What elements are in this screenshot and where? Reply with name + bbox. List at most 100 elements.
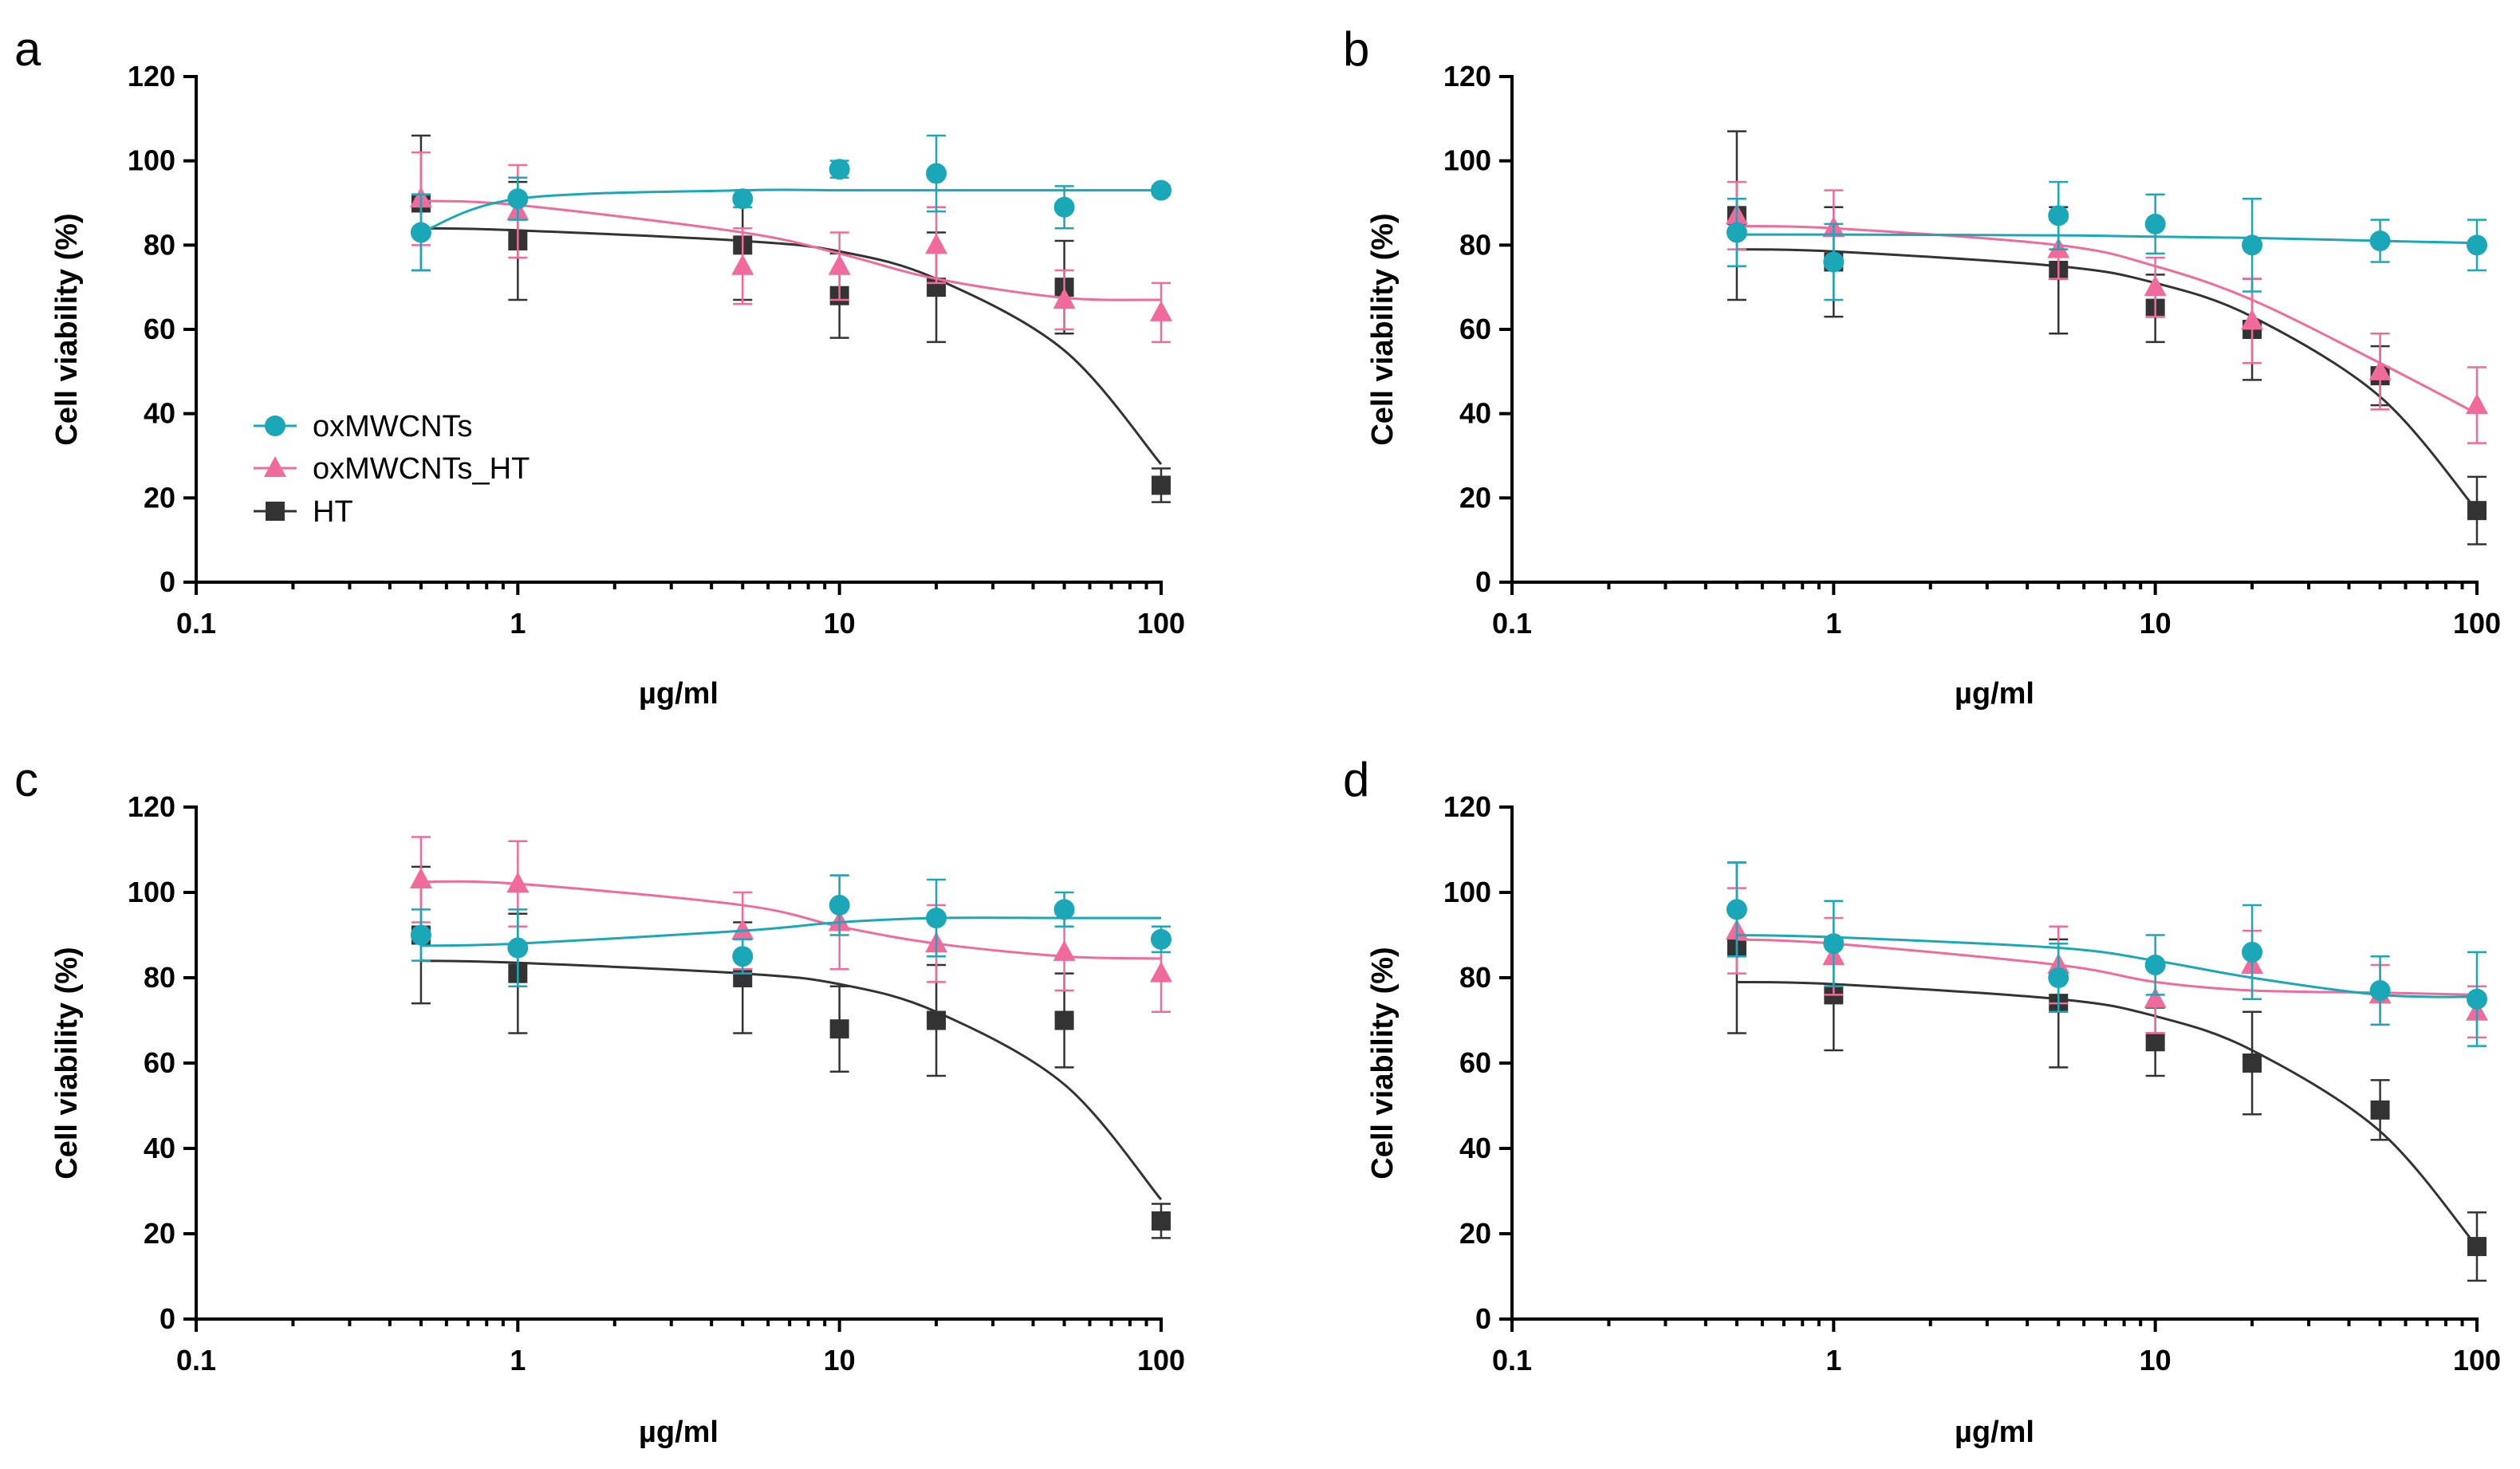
y-tick-label: 80 (144, 961, 175, 994)
data-point-ht (1152, 475, 1171, 495)
data-point-ox (926, 908, 947, 929)
data-point-ox (2467, 988, 2487, 1010)
y-tick-label: 120 (1443, 790, 1491, 823)
fit-curve-ox (1736, 233, 2478, 245)
y-tick-label: 40 (1459, 397, 1491, 430)
data-point-ox (2048, 205, 2069, 226)
data-point-ox (732, 946, 754, 967)
data-point-ox (1151, 179, 1171, 201)
data-point-ox (2242, 234, 2263, 256)
data-point-ht (2145, 1032, 2165, 1052)
data-point-ox (2467, 234, 2487, 256)
data-point-ox (410, 222, 431, 243)
data-point-ox (2048, 967, 2069, 988)
x-tick-label: 10 (2140, 607, 2172, 640)
x-tick-label: 1 (510, 1344, 526, 1376)
legend-marker-oxht (264, 456, 286, 477)
legend-marker-ox (265, 415, 285, 436)
data-point-ox (1053, 899, 1075, 920)
panel-c: c 0 20 40 60 80 100 120 0.1 1 10 100 µg/ml Cell viabi… (14, 753, 1185, 1449)
data-point-oxht (506, 872, 530, 893)
data-point-ox (1823, 933, 1845, 955)
series-ox (1726, 861, 2487, 1047)
x-axis-label: µg/ml (639, 677, 719, 711)
y-tick-label: 40 (144, 397, 175, 430)
x-tick-label: 100 (1137, 1344, 1185, 1376)
y-tick-label: 80 (1459, 961, 1491, 994)
data-point-ht (2370, 1100, 2390, 1120)
y-tick-label: 120 (128, 60, 175, 93)
legend: oxMWCNTs oxMWCNTs_HT HT (254, 410, 530, 529)
data-point-ox (1053, 196, 1075, 218)
data-point-ox (2369, 230, 2391, 252)
data-point-ht (2467, 1237, 2487, 1257)
panel-d: d 0 20 40 60 80 100 120 0.1 1 10 100 µg/ml Cell viabi… (1343, 753, 2501, 1449)
data-point-ht (2467, 501, 2487, 521)
series-oxht (1725, 887, 2488, 1039)
data-point-oxht (2241, 309, 2264, 330)
data-point-ox (829, 159, 850, 180)
data-point-oxht (409, 867, 432, 888)
fit-curve-oxht (420, 880, 1162, 960)
data-point-ox (410, 924, 431, 946)
y-tick-label: 60 (144, 1046, 175, 1079)
series-ox (1726, 180, 2487, 301)
data-point-ox (1151, 928, 1171, 950)
y-tick-label: 120 (128, 790, 175, 823)
data-point-oxht (1053, 939, 1076, 961)
data-point-ht (927, 1010, 947, 1030)
x-tick-label: 100 (2453, 1344, 2501, 1376)
data-point-oxht (1150, 961, 1172, 983)
y-tick-label: 20 (144, 481, 175, 514)
legend-label: oxMWCNTs_HT (313, 452, 530, 486)
legend-marker-ht (266, 502, 285, 521)
x-tick-label: 10 (2140, 1344, 2172, 1376)
x-tick-label: 100 (1137, 607, 1185, 640)
y-tick-label: 80 (144, 228, 175, 261)
data-point-oxht (828, 254, 851, 275)
fit-curve-ox (420, 916, 1161, 947)
data-point-ox (1823, 251, 1845, 273)
data-point-ox (732, 188, 754, 210)
data-point-oxht (2144, 987, 2167, 1008)
data-point-ht (1054, 1010, 1074, 1030)
x-tick-label: 1 (1825, 1344, 1841, 1376)
data-point-ht (829, 1019, 849, 1039)
series-ht (1727, 861, 2487, 1282)
y-tick-label: 100 (1443, 876, 1491, 908)
y-tick-label: 40 (1459, 1132, 1491, 1164)
data-point-ox (1726, 899, 1747, 920)
data-point-ox (1726, 222, 1747, 243)
series-ox (410, 874, 1171, 987)
x-tick-label: 100 (2453, 607, 2501, 640)
data-point-ox (2144, 213, 2166, 234)
panel-b: b 0 20 40 60 80 100 120 0.1 1 10 100 µg/ml Cell viabi… (1343, 22, 2501, 711)
data-point-ox (926, 163, 947, 184)
x-tick-label: 0.1 (1492, 1344, 1532, 1376)
y-tick-label: 60 (1459, 313, 1491, 345)
y-tick-label: 20 (144, 1217, 175, 1250)
y-tick-label: 0 (1475, 1302, 1491, 1335)
series-ht (411, 865, 1171, 1239)
y-tick-label: 60 (1459, 1046, 1491, 1079)
data-point-oxht (1053, 288, 1076, 309)
y-tick-label: 60 (144, 313, 175, 345)
data-point-oxht (2144, 275, 2167, 297)
x-tick-label: 0.1 (176, 1344, 216, 1376)
data-point-oxht (2466, 393, 2488, 415)
data-point-oxht (731, 919, 754, 940)
data-point-oxht (925, 233, 948, 254)
data-point-ht (2242, 1054, 2262, 1073)
data-point-ox (2144, 954, 2166, 975)
y-tick-label: 100 (128, 144, 175, 177)
x-tick-label: 0.1 (176, 607, 216, 640)
y-tick-label: 100 (1443, 144, 1491, 177)
x-tick-label: 10 (824, 1344, 856, 1376)
y-axis-label: Cell viability (%) (50, 947, 84, 1179)
y-tick-label: 80 (1459, 228, 1491, 261)
fit-curve-ox (420, 188, 1161, 234)
y-tick-label: 0 (159, 1302, 175, 1335)
x-axis-label: µg/ml (639, 1416, 719, 1449)
legend-label: oxMWCNTs (313, 410, 473, 443)
